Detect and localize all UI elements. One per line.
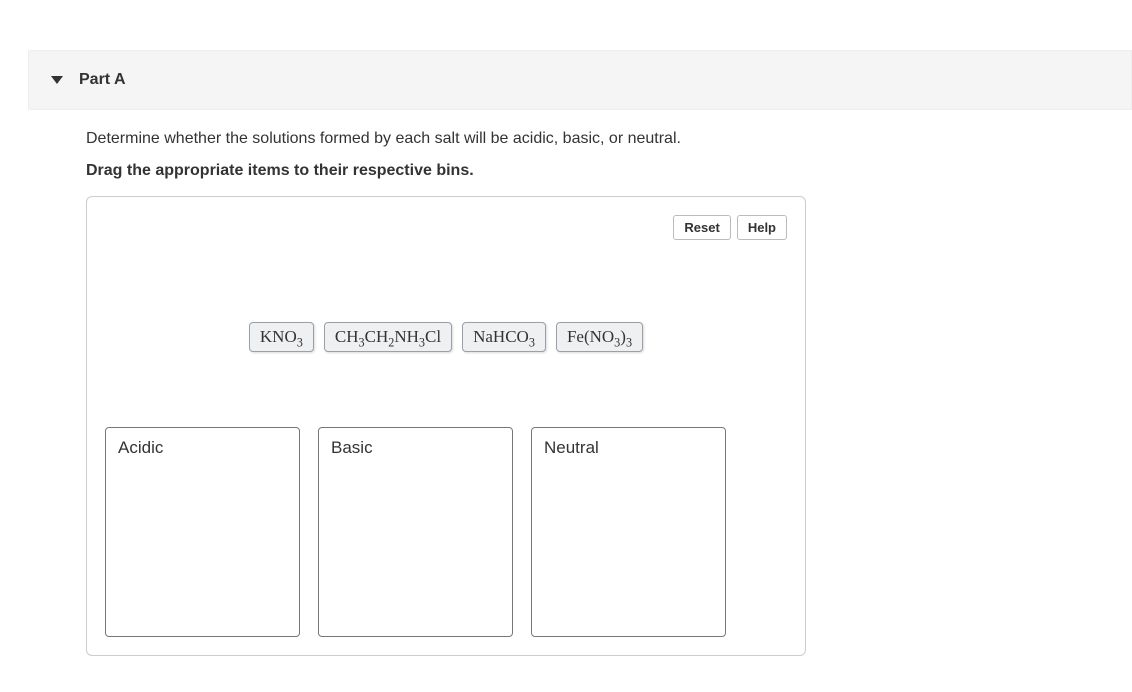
help-button[interactable]: Help (737, 215, 787, 240)
interaction-area: Reset Help KNO3 CH3CH2NH3Cl NaHCO3 Fe(NO… (86, 196, 806, 656)
bin-label: Basic (331, 438, 500, 458)
draggable-item[interactable]: KNO3 (249, 322, 314, 352)
draggable-item[interactable]: NaHCO3 (462, 322, 546, 352)
draggable-items-row: KNO3 CH3CH2NH3Cl NaHCO3 Fe(NO3)3 (87, 322, 805, 352)
question-instruction: Drag the appropriate items to their resp… (86, 162, 1102, 180)
bin-label: Neutral (544, 438, 713, 458)
utility-buttons: Reset Help (673, 215, 787, 240)
content-area: Determine whether the solutions formed b… (0, 110, 1132, 666)
question-prompt: Determine whether the solutions formed b… (86, 130, 1102, 148)
bin-acidic[interactable]: Acidic (105, 427, 300, 637)
bin-neutral[interactable]: Neutral (531, 427, 726, 637)
bins-row: Acidic Basic Neutral (105, 427, 726, 637)
draggable-item[interactable]: Fe(NO3)3 (556, 322, 643, 352)
part-header[interactable]: Part A (28, 50, 1132, 110)
bin-label: Acidic (118, 438, 287, 458)
part-title: Part A (79, 71, 126, 89)
reset-button[interactable]: Reset (673, 215, 730, 240)
draggable-item[interactable]: CH3CH2NH3Cl (324, 322, 452, 352)
bin-basic[interactable]: Basic (318, 427, 513, 637)
caret-down-icon (51, 76, 63, 84)
